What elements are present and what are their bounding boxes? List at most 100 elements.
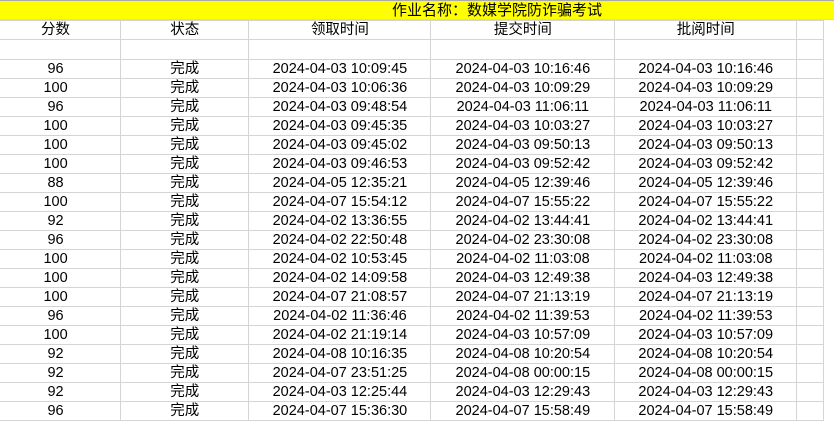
score-cell[interactable]: 88 (0, 173, 122, 193)
cut-off-cell[interactable] (796, 173, 824, 193)
cut-off-cell[interactable] (796, 268, 824, 288)
status-cell[interactable]: 完成 (120, 211, 250, 231)
cell[interactable] (614, 39, 798, 60)
submit-time-cell[interactable]: 2024-04-02 11:03:08 (430, 249, 616, 269)
cut-off-cell[interactable] (796, 211, 824, 231)
receive-time-cell[interactable]: 2024-04-03 12:25:44 (248, 382, 432, 402)
receive-time-cell[interactable]: 2024-04-03 09:45:02 (248, 135, 432, 155)
submit-time-cell[interactable]: 2024-04-03 12:49:38 (430, 268, 616, 288)
status-cell[interactable]: 完成 (120, 268, 250, 288)
submit-time-cell[interactable]: 2024-04-07 15:58:49 (430, 401, 616, 421)
cut-off-cell[interactable] (796, 192, 824, 212)
header-submit-time[interactable]: 提交时间 (430, 20, 616, 40)
receive-time-cell[interactable]: 2024-04-03 10:06:36 (248, 78, 432, 98)
review-time-cell[interactable]: 2024-04-07 15:58:49 (614, 401, 798, 421)
submit-time-cell[interactable]: 2024-04-03 11:06:11 (430, 97, 616, 117)
receive-time-cell[interactable]: 2024-04-02 13:36:55 (248, 211, 432, 231)
score-cell[interactable]: 100 (0, 154, 122, 174)
status-cell[interactable]: 完成 (120, 287, 250, 307)
receive-time-cell[interactable]: 2024-04-02 21:19:14 (248, 325, 432, 345)
cell[interactable] (430, 39, 616, 60)
review-time-cell[interactable]: 2024-04-07 15:55:22 (614, 192, 798, 212)
score-cell[interactable]: 96 (0, 401, 122, 421)
review-time-cell[interactable]: 2024-04-03 10:09:29 (614, 78, 798, 98)
cell[interactable] (0, 39, 122, 60)
submit-time-cell[interactable]: 2024-04-02 11:39:53 (430, 306, 616, 326)
status-cell[interactable]: 完成 (120, 306, 250, 326)
header-receive-time[interactable]: 领取时间 (248, 20, 432, 40)
status-cell[interactable]: 完成 (120, 230, 250, 250)
cell[interactable] (796, 39, 824, 60)
receive-time-cell[interactable]: 2024-04-05 12:35:21 (248, 173, 432, 193)
status-cell[interactable]: 完成 (120, 382, 250, 402)
submit-time-cell[interactable]: 2024-04-03 10:03:27 (430, 116, 616, 136)
submit-time-cell[interactable]: 2024-04-02 23:30:08 (430, 230, 616, 250)
score-cell[interactable]: 92 (0, 211, 122, 231)
sheet-title-row[interactable]: 作业名称：数媒学院防诈骗考试 (0, 0, 834, 20)
submit-time-cell[interactable]: 2024-04-02 13:44:41 (430, 211, 616, 231)
score-cell[interactable]: 96 (0, 59, 122, 79)
submit-time-cell[interactable]: 2024-04-08 00:00:15 (430, 363, 616, 383)
header-status[interactable]: 状态 (120, 20, 250, 40)
cut-off-cell[interactable] (796, 135, 824, 155)
submit-time-cell[interactable]: 2024-04-08 10:20:54 (430, 344, 616, 364)
receive-time-cell[interactable]: 2024-04-03 09:45:35 (248, 116, 432, 136)
review-time-cell[interactable]: 2024-04-05 12:39:46 (614, 173, 798, 193)
status-cell[interactable]: 完成 (120, 249, 250, 269)
cut-off-cell[interactable] (796, 249, 824, 269)
receive-time-cell[interactable]: 2024-04-02 14:09:58 (248, 268, 432, 288)
cut-off-cell[interactable] (796, 287, 824, 307)
status-cell[interactable]: 完成 (120, 59, 250, 79)
status-cell[interactable]: 完成 (120, 116, 250, 136)
receive-time-cell[interactable]: 2024-04-02 22:50:48 (248, 230, 432, 250)
cut-off-cell[interactable] (796, 306, 824, 326)
status-cell[interactable]: 完成 (120, 401, 250, 421)
cut-off-cell[interactable] (796, 363, 824, 383)
review-time-cell[interactable]: 2024-04-03 10:03:27 (614, 116, 798, 136)
submit-time-cell[interactable]: 2024-04-03 09:50:13 (430, 135, 616, 155)
cut-off-cell[interactable] (796, 116, 824, 136)
cut-off-cell[interactable] (796, 97, 824, 117)
review-time-cell[interactable]: 2024-04-03 09:50:13 (614, 135, 798, 155)
submit-time-cell[interactable]: 2024-04-03 09:52:42 (430, 154, 616, 174)
submit-time-cell[interactable]: 2024-04-03 10:09:29 (430, 78, 616, 98)
cell[interactable] (120, 39, 250, 60)
review-time-cell[interactable]: 2024-04-03 12:29:43 (614, 382, 798, 402)
score-cell[interactable]: 92 (0, 363, 122, 383)
review-time-cell[interactable]: 2024-04-03 11:06:11 (614, 97, 798, 117)
review-time-cell[interactable]: 2024-04-02 13:44:41 (614, 211, 798, 231)
cut-off-cell[interactable] (796, 154, 824, 174)
receive-time-cell[interactable]: 2024-04-07 15:36:30 (248, 401, 432, 421)
cut-off-cell[interactable] (796, 230, 824, 250)
score-cell[interactable]: 100 (0, 116, 122, 136)
score-cell[interactable]: 100 (0, 287, 122, 307)
status-cell[interactable]: 完成 (120, 97, 250, 117)
receive-time-cell[interactable]: 2024-04-08 10:16:35 (248, 344, 432, 364)
receive-time-cell[interactable]: 2024-04-03 09:46:53 (248, 154, 432, 174)
cell[interactable] (248, 39, 432, 60)
score-cell[interactable]: 100 (0, 135, 122, 155)
score-cell[interactable]: 92 (0, 344, 122, 364)
score-cell[interactable]: 100 (0, 192, 122, 212)
cut-off-cell[interactable] (796, 344, 824, 364)
review-time-cell[interactable]: 2024-04-03 10:57:09 (614, 325, 798, 345)
status-cell[interactable]: 完成 (120, 363, 250, 383)
score-cell[interactable]: 96 (0, 306, 122, 326)
receive-time-cell[interactable]: 2024-04-07 23:51:25 (248, 363, 432, 383)
review-time-cell[interactable]: 2024-04-07 21:13:19 (614, 287, 798, 307)
status-cell[interactable]: 完成 (120, 154, 250, 174)
review-time-cell[interactable]: 2024-04-08 00:00:15 (614, 363, 798, 383)
review-time-cell[interactable]: 2024-04-02 23:30:08 (614, 230, 798, 250)
submit-time-cell[interactable]: 2024-04-07 15:55:22 (430, 192, 616, 212)
cut-off-cell[interactable] (796, 325, 824, 345)
review-time-cell[interactable]: 2024-04-08 10:20:54 (614, 344, 798, 364)
review-time-cell[interactable]: 2024-04-03 12:49:38 (614, 268, 798, 288)
submit-time-cell[interactable]: 2024-04-03 12:29:43 (430, 382, 616, 402)
submit-time-cell[interactable]: 2024-04-03 10:57:09 (430, 325, 616, 345)
score-cell[interactable]: 100 (0, 249, 122, 269)
submit-time-cell[interactable]: 2024-04-05 12:39:46 (430, 173, 616, 193)
header-score[interactable]: 分数 (0, 20, 122, 40)
cut-off-cell[interactable] (796, 382, 824, 402)
receive-time-cell[interactable]: 2024-04-03 10:09:45 (248, 59, 432, 79)
review-time-cell[interactable]: 2024-04-02 11:03:08 (614, 249, 798, 269)
